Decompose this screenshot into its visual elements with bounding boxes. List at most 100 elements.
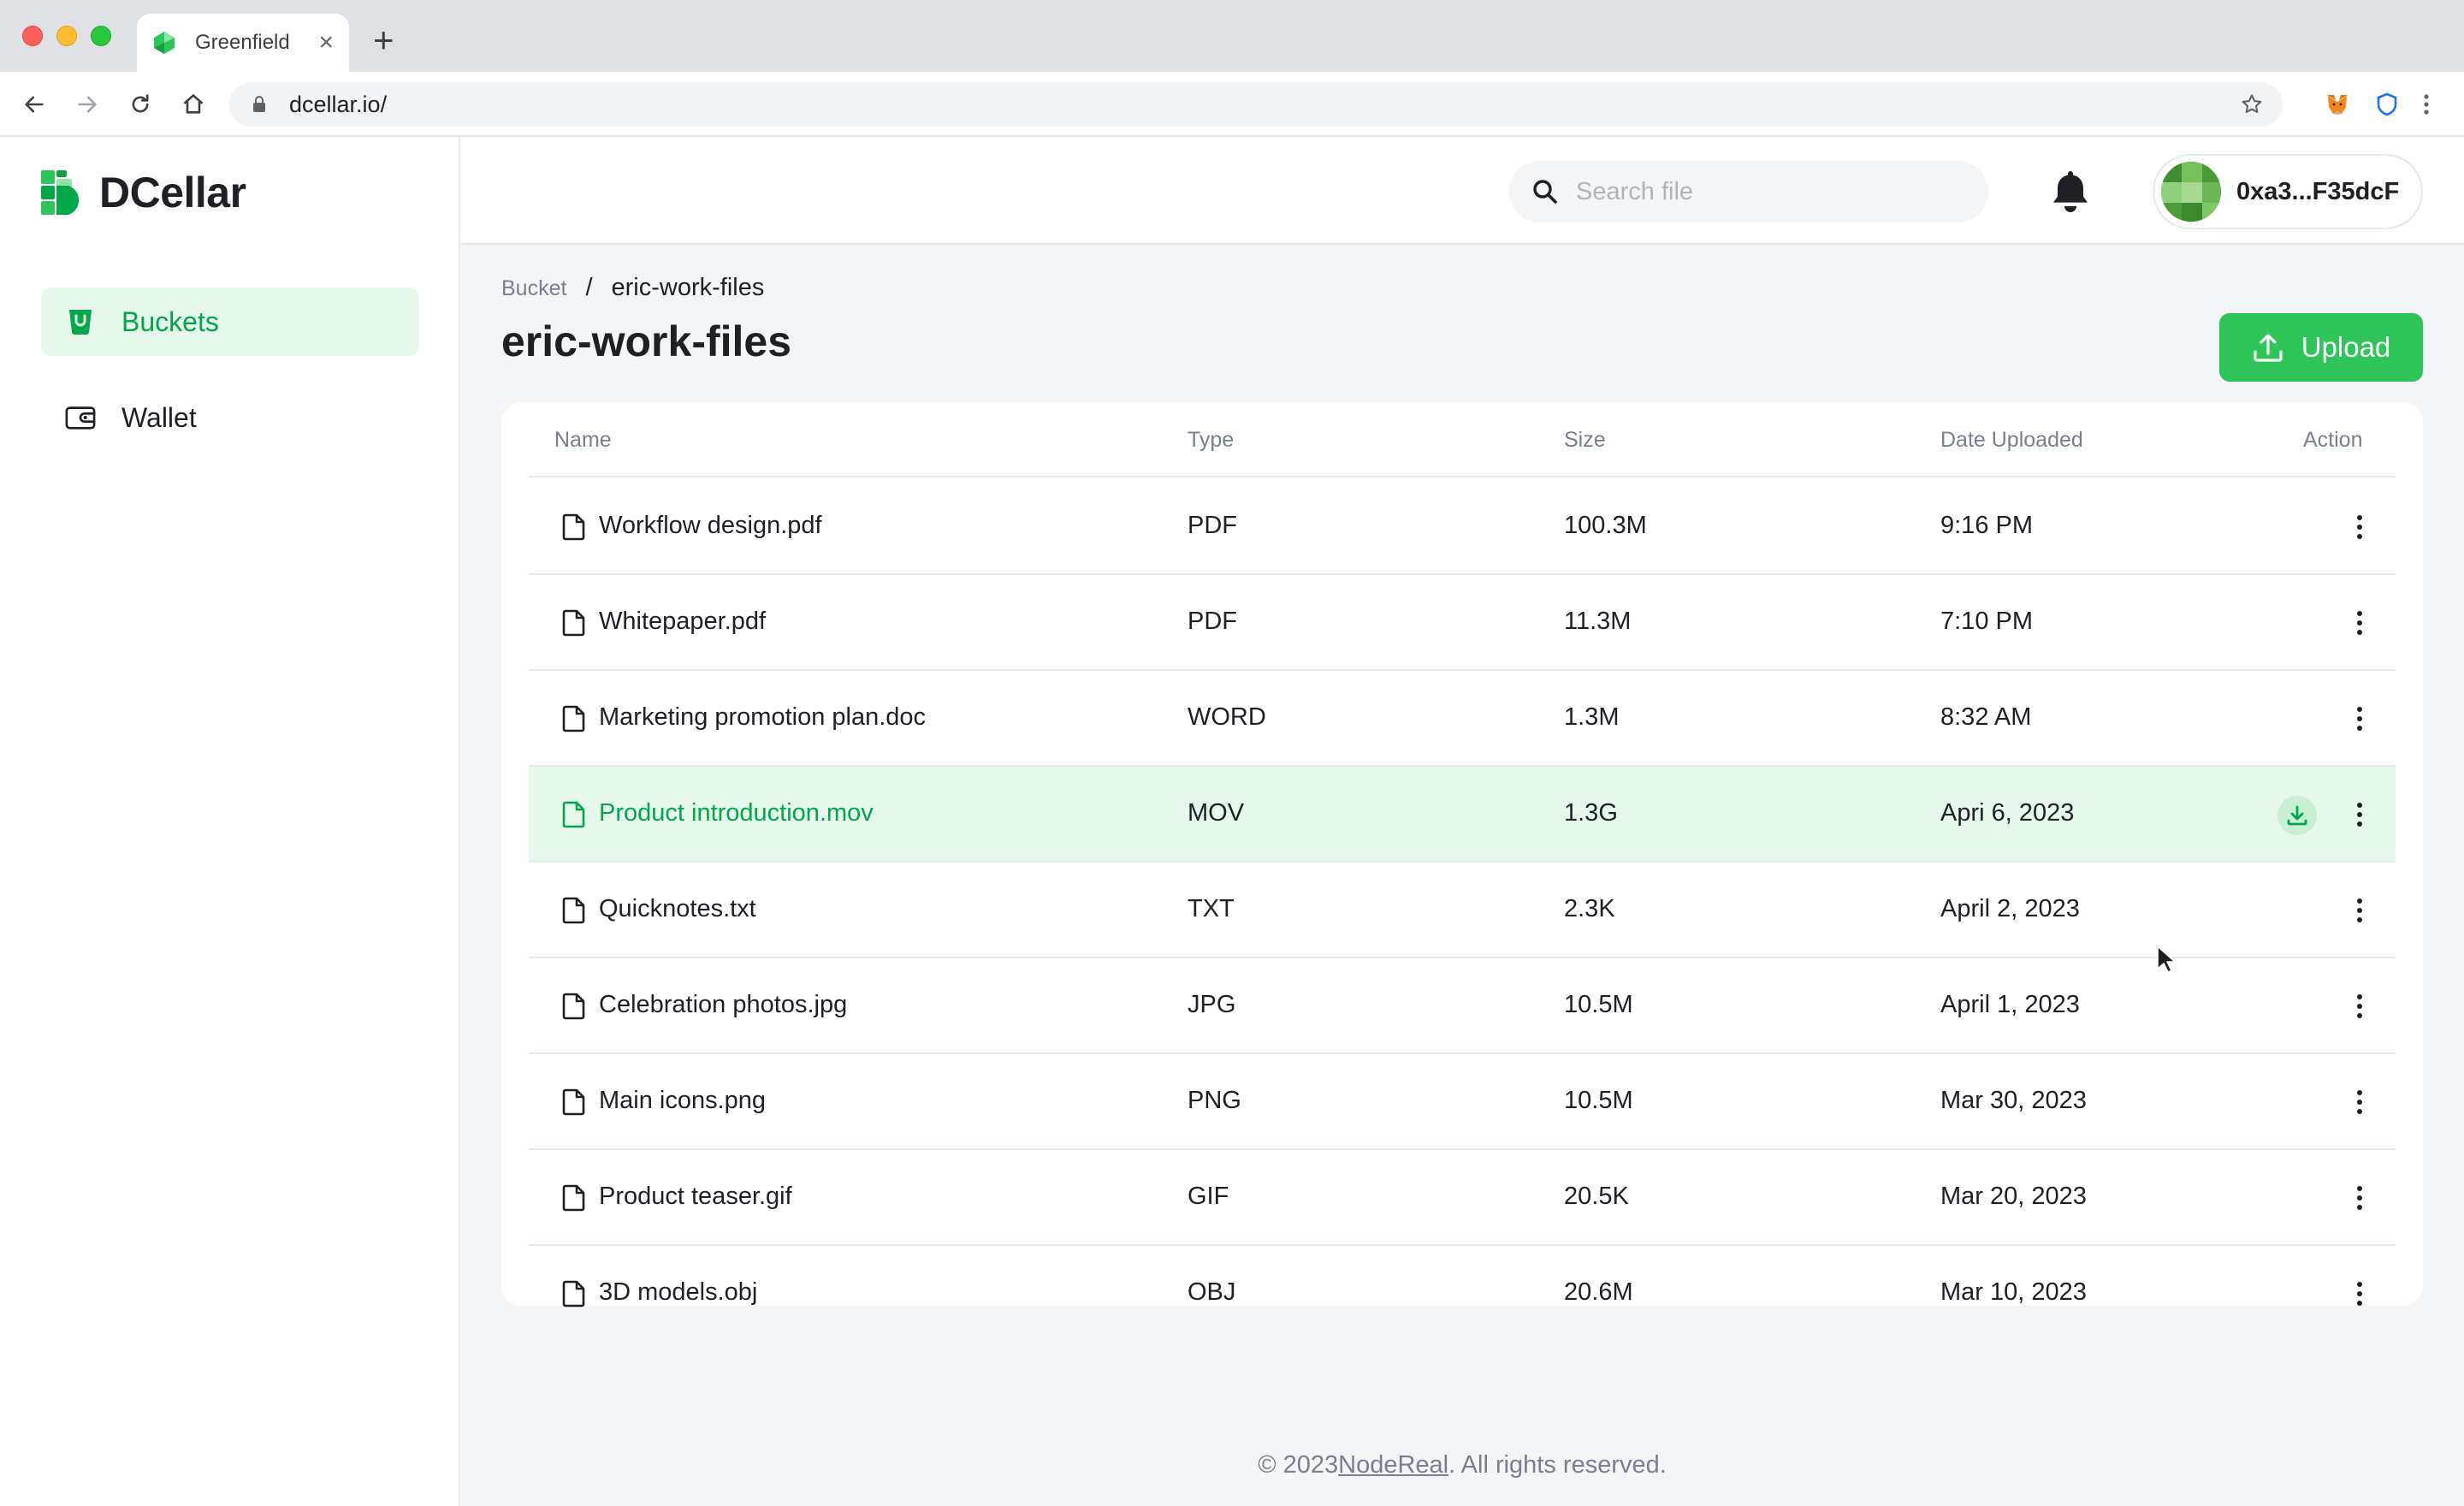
file-name[interactable]: Main icons.png — [599, 1087, 767, 1114]
file-name[interactable]: Quicknotes.txt — [599, 895, 756, 922]
table-row[interactable]: Workflow design.pdf PDF 100.3M 9:16 PM — [529, 479, 2396, 575]
file-type: WORD — [1188, 703, 1266, 731]
table-row[interactable]: Quicknotes.txt TXT 2.3K April 2, 2023 — [529, 863, 2396, 958]
browser-tab[interactable]: Greenfield × — [137, 14, 349, 72]
more-actions-icon[interactable] — [2343, 510, 2377, 544]
reload-icon[interactable] — [125, 89, 156, 120]
breadcrumb-root[interactable]: Bucket — [501, 276, 567, 300]
new-tab-icon[interactable]: + — [373, 20, 394, 60]
more-actions-icon[interactable] — [2343, 606, 2377, 640]
sidebar-item-wallet[interactable]: Wallet — [41, 383, 419, 452]
file-size: 1.3M — [1564, 703, 1620, 731]
breadcrumb: Bucket / eric-work-files — [501, 274, 764, 302]
table-row[interactable]: Celebration photos.jpg JPG 10.5M April 1, 2… — [529, 958, 2396, 1054]
forward-icon[interactable] — [72, 89, 103, 120]
more-actions-icon[interactable] — [2343, 893, 2377, 928]
upload-button-label: Upload — [2301, 331, 2391, 363]
browser-menu-icon[interactable] — [2413, 91, 2440, 118]
column-header-type[interactable]: Type — [1188, 428, 1235, 452]
page-title: eric-work-files — [501, 317, 792, 365]
file-icon — [561, 801, 587, 828]
file-name[interactable]: Celebration photos.jpg — [599, 991, 848, 1018]
breadcrumb-separator: / — [585, 274, 593, 301]
file-type: GIF — [1188, 1183, 1229, 1210]
table-row[interactable]: Product introduction.mov MOV 1.3G Apri 6, 2… — [529, 767, 2396, 863]
brand-logo[interactable]: DCellar — [39, 168, 246, 217]
file-icon — [561, 1088, 587, 1116]
table-row[interactable]: Whitepaper.pdf PDF 11.3M 7:10 PM — [529, 575, 2396, 671]
dcellar-logo-icon — [41, 170, 80, 215]
file-icon — [561, 1184, 587, 1212]
file-type: PDF — [1188, 512, 1237, 539]
more-actions-icon[interactable] — [2343, 1085, 2377, 1119]
table-row[interactable]: Product teaser.gif GIF 20.5K Mar 20, 2023 — [529, 1150, 2396, 1246]
tab-title: Greenfield — [195, 31, 290, 54]
more-actions-icon[interactable] — [2343, 1181, 2377, 1215]
footer: © 2023 NodeReal . All rights reserved. — [460, 1424, 2464, 1506]
notification-bell-icon[interactable] — [2048, 168, 2093, 216]
file-type: OBJ — [1188, 1278, 1236, 1306]
search-input[interactable] — [1576, 177, 1952, 206]
file-type: PNG — [1188, 1087, 1241, 1114]
more-actions-icon[interactable] — [2343, 797, 2377, 832]
shield-extension-icon[interactable] — [2373, 91, 2401, 118]
sidebar-item-label: Wallet — [121, 401, 197, 433]
more-actions-icon[interactable] — [2343, 989, 2377, 1023]
window-maximize-button[interactable] — [91, 26, 111, 46]
footer-nodereal-link[interactable]: NodeReal — [1338, 1450, 1449, 1479]
file-icon — [561, 993, 587, 1020]
file-size: 20.6M — [1564, 1278, 1633, 1306]
file-name[interactable]: Marketing promotion plan.doc — [599, 703, 927, 731]
home-icon[interactable] — [178, 89, 209, 120]
file-size: 20.5K — [1564, 1183, 1629, 1210]
account-button[interactable]: 0xa3...F35dcF — [2153, 154, 2423, 229]
file-size: 11.3M — [1564, 608, 1632, 635]
table-row[interactable]: Main icons.png PNG 10.5M Mar 30, 2023 — [529, 1054, 2396, 1150]
address-bar[interactable]: dcellar.io/ — [229, 82, 2283, 127]
search-box[interactable] — [1509, 161, 1988, 222]
bookmark-star-icon[interactable] — [2240, 92, 2264, 116]
file-icon — [561, 513, 587, 541]
column-header-date[interactable]: Date Uploaded — [1940, 428, 2083, 452]
upload-icon — [2254, 334, 2283, 362]
back-icon[interactable] — [19, 89, 50, 120]
footer-copyright: © 2023 — [1258, 1450, 1339, 1479]
brand-name: DCellar — [99, 169, 246, 216]
file-type: PDF — [1188, 608, 1237, 635]
browser-tab-strip: Greenfield × + — [0, 0, 2464, 72]
file-date-uploaded: April 1, 2023 — [1940, 991, 2080, 1018]
metamask-extension-icon[interactable] — [2324, 91, 2351, 118]
sidebar-item-label: Buckets — [121, 305, 219, 337]
window-minimize-button[interactable] — [56, 26, 77, 46]
file-date-uploaded: Mar 20, 2023 — [1940, 1183, 2087, 1210]
tab-close-icon[interactable]: × — [318, 28, 334, 56]
column-header-name[interactable]: Name — [554, 428, 612, 452]
wallet-icon — [65, 402, 96, 433]
table-row[interactable]: 3D models.obj OBJ 20.6M Mar 10, 2023 — [529, 1246, 2396, 1342]
download-icon[interactable] — [2277, 796, 2317, 835]
file-name[interactable]: Product introduction.mov — [599, 799, 874, 827]
breadcrumb-current: eric-work-files — [611, 274, 765, 301]
sidebar-item-buckets[interactable]: Buckets — [41, 288, 419, 356]
file-date-uploaded: 7:10 PM — [1940, 608, 2033, 635]
file-name[interactable]: Workflow design.pdf — [599, 512, 822, 539]
column-header-size[interactable]: Size — [1564, 428, 1606, 452]
file-date-uploaded: Mar 10, 2023 — [1940, 1278, 2087, 1306]
table-row[interactable]: Marketing promotion plan.doc WORD 1.3M 8:32… — [529, 671, 2396, 767]
mouse-cursor-icon — [2157, 946, 2176, 973]
file-type: MOV — [1188, 799, 1245, 827]
file-size: 10.5M — [1564, 1087, 1633, 1114]
more-actions-icon[interactable] — [2343, 702, 2377, 736]
file-name[interactable]: 3D models.obj — [599, 1278, 758, 1306]
top-header: 0xa3...F35dcF — [460, 137, 2464, 245]
file-size: 2.3K — [1564, 895, 1615, 922]
upload-button[interactable]: Upload — [2219, 313, 2423, 382]
file-name[interactable]: Product teaser.gif — [599, 1183, 792, 1210]
file-date-uploaded: 9:16 PM — [1940, 512, 2033, 539]
file-name[interactable]: Whitepaper.pdf — [599, 608, 767, 635]
more-actions-icon[interactable] — [2343, 1277, 2377, 1311]
window-close-button[interactable] — [22, 26, 43, 46]
file-size: 10.5M — [1564, 991, 1633, 1018]
address-url[interactable]: dcellar.io/ — [289, 91, 388, 117]
file-table: Name Type Size Date Uploaded Action Work… — [501, 402, 2423, 1307]
